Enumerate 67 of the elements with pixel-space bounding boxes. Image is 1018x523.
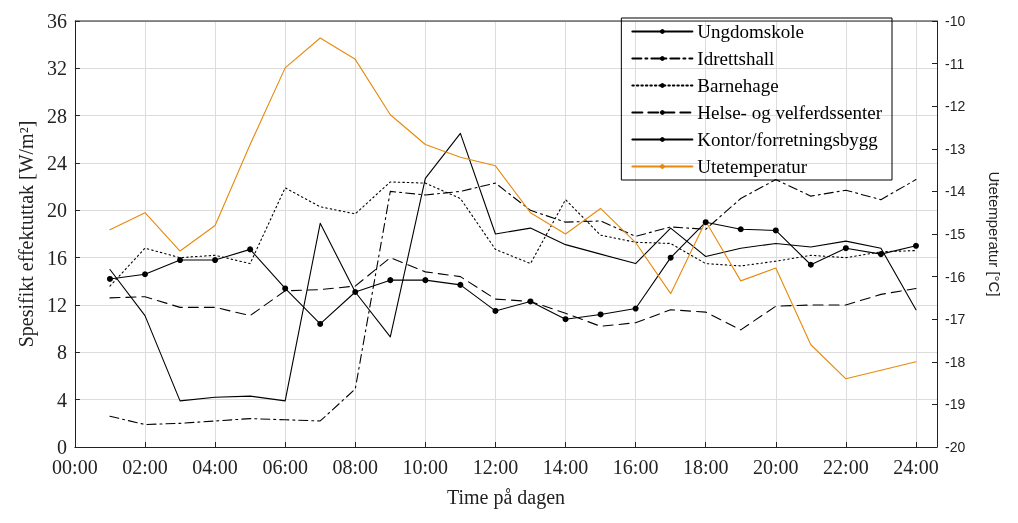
x-tick-label: 10:00	[402, 456, 449, 478]
y-tick-label: 20	[46, 199, 67, 222]
y-tick-label: 36	[46, 10, 67, 32]
point	[527, 298, 534, 305]
point	[877, 251, 884, 258]
point	[772, 227, 779, 234]
point	[912, 242, 919, 249]
x-tick-label: 24:00	[893, 456, 939, 478]
x-tick-label: 22:00	[823, 456, 869, 478]
point	[492, 307, 499, 314]
legend-label: Ungdomskole	[697, 21, 804, 42]
point	[737, 226, 744, 233]
y2-tick-label: -13	[945, 140, 966, 157]
point	[702, 219, 709, 226]
x-tick-label: 18:00	[682, 456, 729, 478]
y-tick-label: 28	[46, 104, 67, 127]
y-tick-label: 0	[56, 436, 67, 458]
x-tick-label: 14:00	[542, 456, 589, 478]
legend-label: Idrettshall	[697, 48, 775, 69]
y2-tick-label: -19	[945, 396, 966, 413]
legend-label: Utetemperatur	[697, 156, 808, 177]
point	[352, 288, 359, 295]
y2-tick-label: -15	[945, 226, 966, 242]
point	[632, 305, 639, 312]
x-tick-label: 02:00	[122, 456, 168, 478]
y2-axis-title: Utetemperatur [°C]	[986, 171, 1003, 297]
y2-tick-label: -10	[945, 13, 966, 29]
y-tick-label: 24	[46, 152, 67, 174]
y-tick-label: 12	[46, 294, 67, 316]
point	[807, 261, 814, 268]
y2-tick-label: -18	[945, 353, 966, 370]
y2-tick-label: -16	[945, 268, 966, 285]
y2-tick-label: -14	[945, 183, 966, 200]
y-tick-label: 8	[56, 341, 67, 364]
point	[597, 311, 604, 318]
point	[212, 257, 219, 264]
x-tick-label: 06:00	[262, 456, 308, 478]
point	[422, 277, 429, 284]
y-tick-label: 4	[56, 388, 67, 411]
x-tick-label: 16:00	[612, 456, 659, 478]
point	[142, 271, 148, 278]
point	[106, 275, 113, 282]
y2-tick-label: -12	[945, 98, 966, 115]
x-tick-label: 08:00	[332, 456, 379, 478]
point	[317, 320, 324, 327]
point	[247, 246, 254, 253]
y-tick-label: 16	[46, 246, 67, 269]
point	[562, 316, 569, 323]
y-tick-label: 32	[46, 57, 67, 80]
point	[387, 277, 394, 284]
point	[667, 254, 674, 261]
point	[457, 281, 464, 288]
x-tick-label: 00:00	[52, 456, 98, 478]
point	[177, 257, 184, 264]
y-axis-title: Spesifikt effektuttak [W/m²]	[15, 120, 38, 348]
point	[842, 245, 849, 252]
x-tick-label: 12:00	[472, 456, 519, 478]
x-tick-label: 20:00	[753, 456, 799, 478]
y2-tick-label: -17	[945, 311, 966, 328]
legend-label: Barnehage	[697, 75, 779, 96]
point	[282, 285, 289, 292]
x-axis-title: Time på dagen	[446, 486, 566, 509]
y2-tick-label: -20	[945, 439, 966, 455]
legend-label: Helse- og velferdssenter	[697, 102, 883, 123]
legend-label: Kontor/forretningsbygg	[697, 129, 879, 150]
y2-tick-label: -11	[945, 55, 965, 72]
x-tick-label: 04:00	[192, 456, 238, 478]
